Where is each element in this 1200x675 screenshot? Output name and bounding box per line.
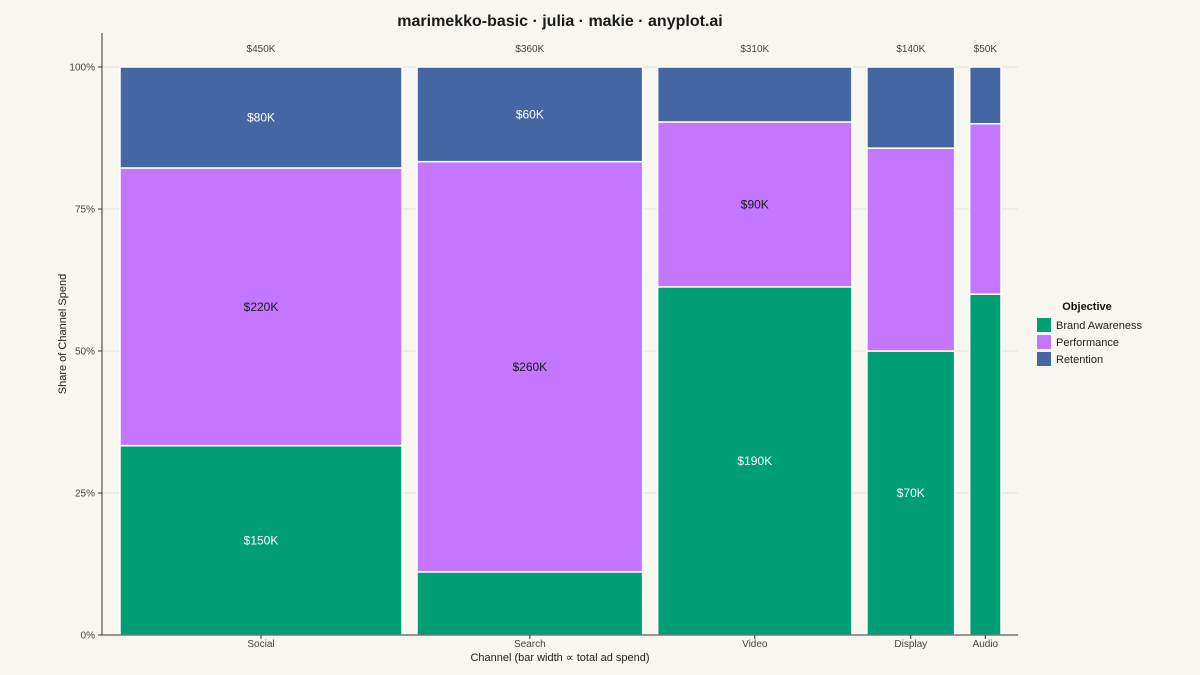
segment-social-retention — [119, 66, 403, 169]
segment-social-performance — [119, 167, 403, 447]
y-tick-label: 75% — [75, 205, 95, 216]
chart-title: marimekko-basic · julia · makie · anyplo… — [397, 13, 722, 30]
channel-total-label: $140K — [896, 44, 925, 55]
y-tick-label: 100% — [69, 63, 95, 74]
y-tick-label: 25% — [75, 489, 95, 500]
channel-total-label: $360K — [515, 44, 544, 55]
segment-value-label: $260K — [512, 360, 547, 374]
segment-display-brand-awareness — [866, 350, 956, 636]
x-tick-label: Search — [514, 639, 546, 650]
segment-search-performance — [416, 160, 644, 573]
legend-swatch-brand-awareness — [1037, 318, 1051, 332]
x-ticks: Social Search Video Display Audio — [247, 635, 999, 650]
segment-video-retention — [656, 66, 853, 123]
channel-totals: $450K $360K $310K $140K $50K — [247, 44, 998, 55]
segment-value-label: $190K — [737, 454, 772, 468]
channel-total-label: $310K — [740, 44, 769, 55]
channel-total-label: $450K — [247, 44, 276, 55]
legend-label: Brand Awareness — [1056, 320, 1143, 332]
legend-label: Performance — [1056, 337, 1119, 349]
segment-search-retention — [416, 66, 644, 163]
y-axis-title: Share of Channel Spend — [57, 274, 69, 394]
segment-value-label: $220K — [244, 300, 279, 314]
segment-value-label: $90K — [741, 197, 769, 211]
segment-audio-brand-awareness — [968, 293, 1002, 636]
y-tick-label: 50% — [75, 347, 95, 358]
x-tick-label: Social — [247, 639, 274, 650]
segment-display-performance — [866, 147, 956, 352]
segment-display-retention — [866, 66, 956, 149]
y-tick-label: 0% — [81, 631, 96, 642]
segment-video-performance — [656, 121, 853, 288]
segment-video-brand-awareness — [656, 286, 853, 636]
segment-search-brand-awareness — [416, 571, 644, 636]
channel-total-label: $50K — [974, 44, 998, 55]
segment-value-label: $80K — [247, 110, 275, 124]
axes — [101, 33, 1018, 636]
legend-label: Retention — [1056, 354, 1103, 366]
x-tick-label: Video — [742, 639, 768, 650]
segment-value-label: $60K — [516, 107, 544, 121]
y-ticks: 0% 25% 50% 75% 100% — [69, 63, 102, 642]
legend: Objective Brand Awareness Performance Rete… — [1037, 301, 1143, 366]
legend-swatch-performance — [1037, 335, 1051, 349]
segment-social-brand-awareness — [119, 444, 403, 636]
segment-audio-retention — [968, 66, 1002, 125]
legend-title: Objective — [1062, 301, 1112, 313]
segment-audio-performance — [968, 123, 1002, 295]
segment-value-label: $70K — [897, 486, 925, 500]
x-axis-title: Channel (bar width ∝ total ad spend) — [470, 652, 649, 664]
segment-value-label: $150K — [244, 533, 279, 547]
x-tick-label: Audio — [973, 639, 999, 650]
legend-swatch-retention — [1037, 352, 1051, 366]
x-tick-label: Display — [894, 639, 927, 650]
bars: $150K $220K $80K $260K $60K $190K $90K $70K — [119, 66, 1002, 636]
